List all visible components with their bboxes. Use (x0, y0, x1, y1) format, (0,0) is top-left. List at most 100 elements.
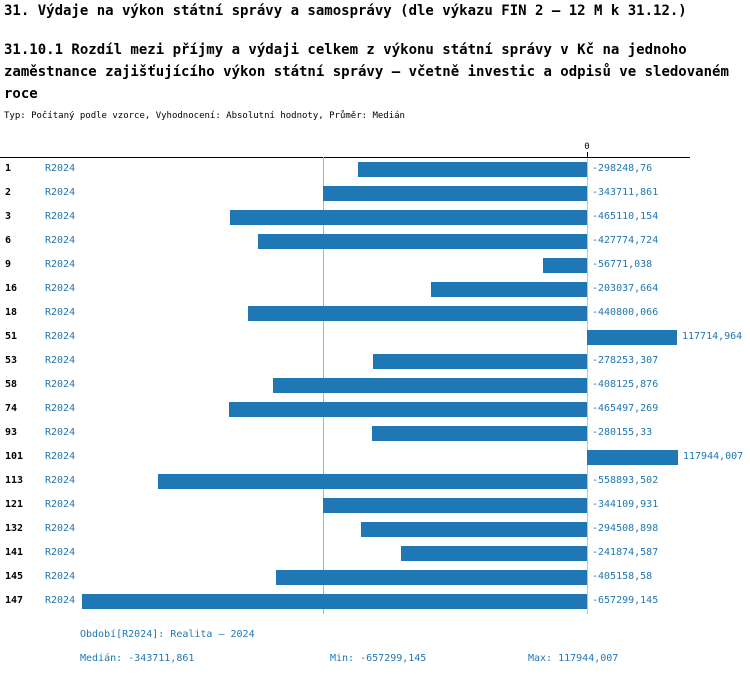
row-series-label: R2024 (45, 163, 76, 174)
row-number-label: 1 (5, 163, 12, 174)
chart-row: 51 R2024 117714,964 (0, 326, 750, 350)
row-number-label: 16 (5, 283, 18, 294)
bar-value-label: -298248,76 (592, 163, 653, 174)
chart-row: 18 R2024 -440800,066 (0, 302, 750, 326)
bar-value-label: -343711,861 (592, 187, 659, 198)
footer-max: Max: 117944,007 (528, 653, 619, 664)
chart-row: 113 R2024 -558893,502 (0, 470, 750, 494)
bar (431, 282, 587, 297)
bar (275, 570, 587, 585)
chart-row: 74 R2024 -465497,269 (0, 398, 750, 422)
bar-value-label: -278253,307 (592, 355, 659, 366)
row-number-label: 58 (5, 379, 18, 390)
row-number-label: 145 (5, 571, 24, 582)
bar-value-label: -203037,664 (592, 283, 659, 294)
bar (401, 546, 588, 561)
row-number-label: 121 (5, 499, 24, 510)
chart-subtitle: 31.10.1 Rozdíl mezi příjmy a výdaji celk… (4, 42, 729, 102)
chart-row: 147 R2024 -657299,145 (0, 590, 750, 614)
zero-axis-label: 0 (584, 142, 590, 152)
row-series-label: R2024 (45, 379, 76, 390)
chart-row: 6 R2024 -427774,724 (0, 230, 750, 254)
row-number-label: 147 (5, 595, 24, 606)
bar-value-label: -344109,931 (592, 499, 659, 510)
row-series-label: R2024 (45, 187, 76, 198)
footer-period: Období[R2024]: Realita – 2024 (80, 629, 255, 640)
bar-value-label: -405158,58 (592, 571, 653, 582)
bar-value-label: -294508,898 (592, 523, 659, 534)
chart-row: 58 R2024 -408125,876 (0, 374, 750, 398)
row-series-label: R2024 (45, 547, 76, 558)
row-series-label: R2024 (45, 571, 76, 582)
bar-value-label: -408125,876 (592, 379, 659, 390)
row-series-label: R2024 (45, 283, 76, 294)
bar (82, 594, 587, 609)
chart-row: 145 R2024 -405158,58 (0, 566, 750, 590)
bar (357, 162, 587, 177)
chart-row: 16 R2024 -203037,664 (0, 278, 750, 302)
chart-row: 9 R2024 -56771,038 (0, 254, 750, 278)
bar (371, 426, 587, 441)
chart-row: 93 R2024 -280155,33 (0, 422, 750, 446)
bar (229, 210, 587, 225)
row-series-label: R2024 (45, 523, 76, 534)
row-series-label: R2024 (45, 307, 76, 318)
row-number-label: 18 (5, 307, 18, 318)
row-series-label: R2024 (45, 427, 76, 438)
row-series-label: R2024 (45, 451, 76, 462)
row-series-label: R2024 (45, 475, 76, 486)
bar (258, 234, 588, 249)
row-number-label: 101 (5, 451, 24, 462)
chart-meta-line: Typ: Počítaný podle vzorce, Vyhodnocení:… (4, 111, 405, 121)
chart-row: 3 R2024 -465110,154 (0, 206, 750, 230)
zero-axis-tick (587, 152, 588, 157)
bar-value-label: -280155,33 (592, 427, 653, 438)
bar-value-label: -558893,502 (592, 475, 659, 486)
bar-value-label: 117714,964 (682, 331, 743, 342)
row-number-label: 3 (5, 211, 12, 222)
row-series-label: R2024 (45, 595, 76, 606)
bar-value-label: -241874,587 (592, 547, 659, 558)
top-axis-line (0, 157, 690, 158)
row-number-label: 2 (5, 187, 12, 198)
zero-gridline (587, 158, 588, 614)
bar-chart: 0 1 R2024 -298248,76 2 R2024 -343711,861 3 R202… (0, 140, 750, 620)
row-series-label: R2024 (45, 235, 76, 246)
chart-row: 101 R2024 117944,007 (0, 446, 750, 470)
row-series-label: R2024 (45, 331, 76, 342)
row-series-label: R2024 (45, 259, 76, 270)
bar (248, 306, 588, 321)
bar (373, 354, 588, 369)
bar (322, 186, 587, 201)
row-number-label: 74 (5, 403, 18, 414)
row-series-label: R2024 (45, 355, 76, 366)
bar-value-label: -465497,269 (592, 403, 659, 414)
row-number-label: 53 (5, 355, 18, 366)
bar (157, 474, 587, 489)
bar-value-label: -427774,724 (592, 235, 659, 246)
footer-min: Min: -657299,145 (330, 653, 427, 664)
row-number-label: 113 (5, 475, 24, 486)
bar (229, 402, 588, 417)
bar-value-label: 117944,007 (683, 451, 744, 462)
bar (587, 450, 678, 465)
bar (360, 522, 587, 537)
chart-row: 141 R2024 -241874,587 (0, 542, 750, 566)
chart-rows: 1 R2024 -298248,76 2 R2024 -343711,861 3 R2024 -… (0, 158, 750, 614)
chart-row: 1 R2024 -298248,76 (0, 158, 750, 182)
chart-row: 2 R2024 -343711,861 (0, 182, 750, 206)
bar (543, 258, 588, 273)
bar (587, 330, 677, 345)
page-title: 31. Výdaje na výkon státní správy a samo… (4, 3, 687, 19)
row-number-label: 6 (5, 235, 12, 246)
row-number-label: 9 (5, 259, 12, 270)
row-series-label: R2024 (45, 211, 76, 222)
chart-row: 53 R2024 -278253,307 (0, 350, 750, 374)
row-number-label: 132 (5, 523, 24, 534)
row-series-label: R2024 (45, 403, 76, 414)
bar (322, 498, 587, 513)
footer-median: Medián: -343711,861 (80, 653, 195, 664)
chart-row: 121 R2024 -344109,931 (0, 494, 750, 518)
row-number-label: 141 (5, 547, 24, 558)
chart-row: 132 R2024 -294508,898 (0, 518, 750, 542)
